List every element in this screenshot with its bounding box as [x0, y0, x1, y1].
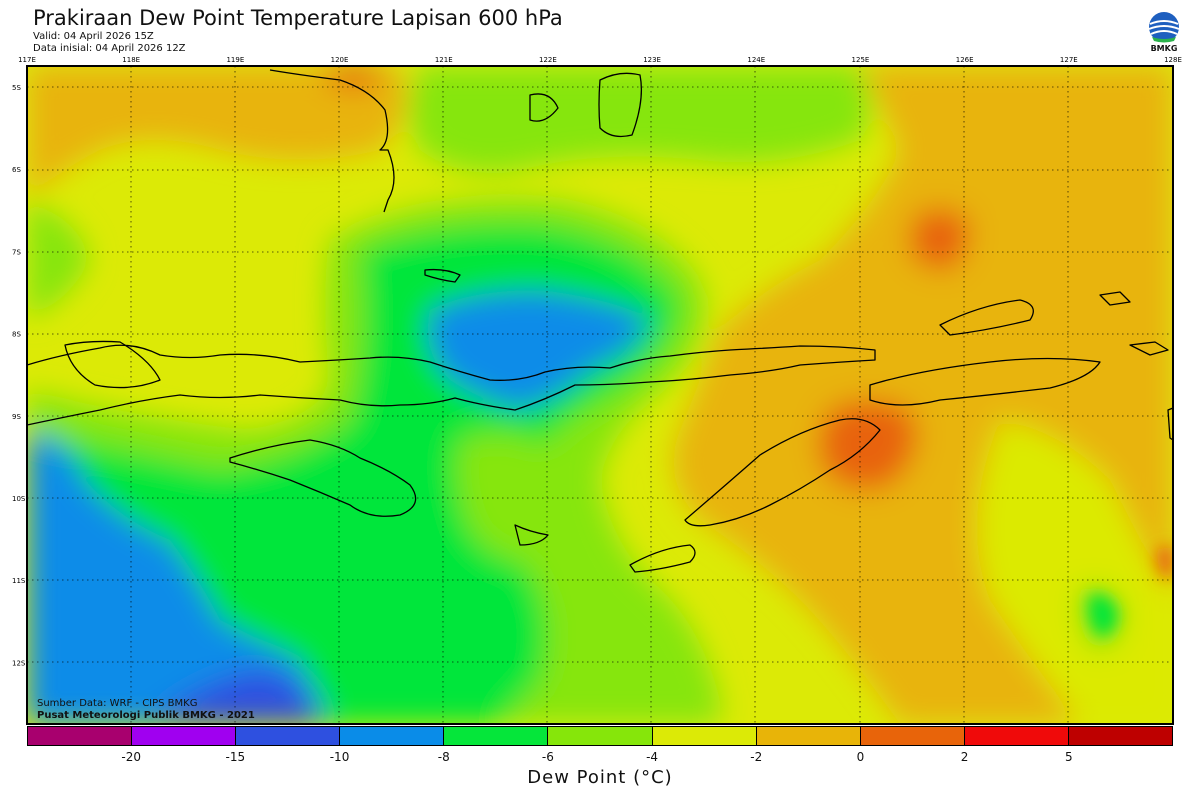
latitude-label: 8S — [12, 331, 21, 339]
longitude-label: 118E — [122, 56, 140, 64]
latitude-label: 11S — [12, 577, 26, 585]
longitude-label: 117E — [18, 56, 36, 64]
colorbar — [27, 726, 1173, 746]
latitude-label: 10S — [12, 495, 26, 503]
colorbar-title: Dew Point (°C) — [527, 767, 673, 788]
colorbar-segment — [340, 727, 445, 745]
longitude-label: 125E — [852, 56, 870, 64]
colorbar-tick: 0 — [856, 750, 865, 764]
longitude-labels: 117E 118E 119E 120E 121E 122E 123E 124E 125E 126E… — [18, 56, 1182, 64]
latitude-label: 7S — [12, 248, 21, 256]
colorbar-segment — [964, 727, 1069, 745]
colorbar-tick: 2 — [960, 750, 969, 764]
longitude-label: 119E — [226, 56, 244, 64]
colorbar-tick: -15 — [225, 750, 246, 764]
bmkg-logo-icon — [1148, 12, 1180, 43]
logo-label: BMKG — [1150, 44, 1178, 53]
map-title: Prakiraan Dew Point Temperature Lapisan … — [33, 6, 563, 30]
colorbar-tick-labels: -20 -15 -10 -8 -6 -4 -2 0 2 5 — [27, 750, 1173, 764]
colorbar-segment — [444, 727, 549, 745]
longitude-label: 128E — [1164, 56, 1182, 64]
colorbar-segment — [236, 727, 341, 745]
latitude-label: 6S — [12, 166, 21, 174]
latitude-label: 12S — [12, 659, 26, 667]
data-source: Sumber Data: WRF - CIPS BMKG — [37, 698, 198, 709]
longitude-label: 120E — [331, 56, 349, 64]
longitude-label: 127E — [1060, 56, 1078, 64]
colorbar-tick: -4 — [646, 750, 659, 764]
colorbar-tick: -10 — [329, 750, 350, 764]
longitude-label: 124E — [747, 56, 765, 64]
longitude-label: 122E — [539, 56, 557, 64]
latitude-label: 9S — [12, 413, 21, 421]
colorbar-segment — [756, 727, 861, 745]
colorbar-segment — [860, 727, 965, 745]
coastlines — [27, 69, 1173, 573]
map-frame — [26, 65, 1174, 725]
longitude-label: 123E — [643, 56, 661, 64]
colorbar-segment — [548, 727, 653, 745]
colorbar-segment — [132, 727, 237, 745]
latitude-label: 5S — [12, 84, 21, 92]
longitude-label: 126E — [956, 56, 974, 64]
colorbar-tick: -20 — [121, 750, 141, 764]
latitude-labels: 5S 6S 7S 8S 9S 10S 11S 12S — [12, 84, 26, 667]
dew-point-field — [27, 66, 1173, 724]
valid-time: Valid: 04 April 2026 15Z — [33, 31, 154, 42]
colorbar-segment — [652, 727, 757, 745]
longitude-label: 121E — [435, 56, 453, 64]
grid-lines — [27, 66, 1173, 724]
init-time: Data inisial: 04 April 2026 12Z — [33, 43, 186, 54]
colorbar-tick: -8 — [437, 750, 450, 764]
colorbar-segment — [1068, 727, 1173, 745]
colorbar-segment — [28, 727, 133, 745]
colorbar-tick: 5 — [1064, 750, 1073, 764]
colorbar-tick: -6 — [541, 750, 554, 764]
publisher: Pusat Meteorologi Publik BMKG - 2021 — [37, 710, 255, 721]
colorbar-tick: -2 — [750, 750, 763, 764]
